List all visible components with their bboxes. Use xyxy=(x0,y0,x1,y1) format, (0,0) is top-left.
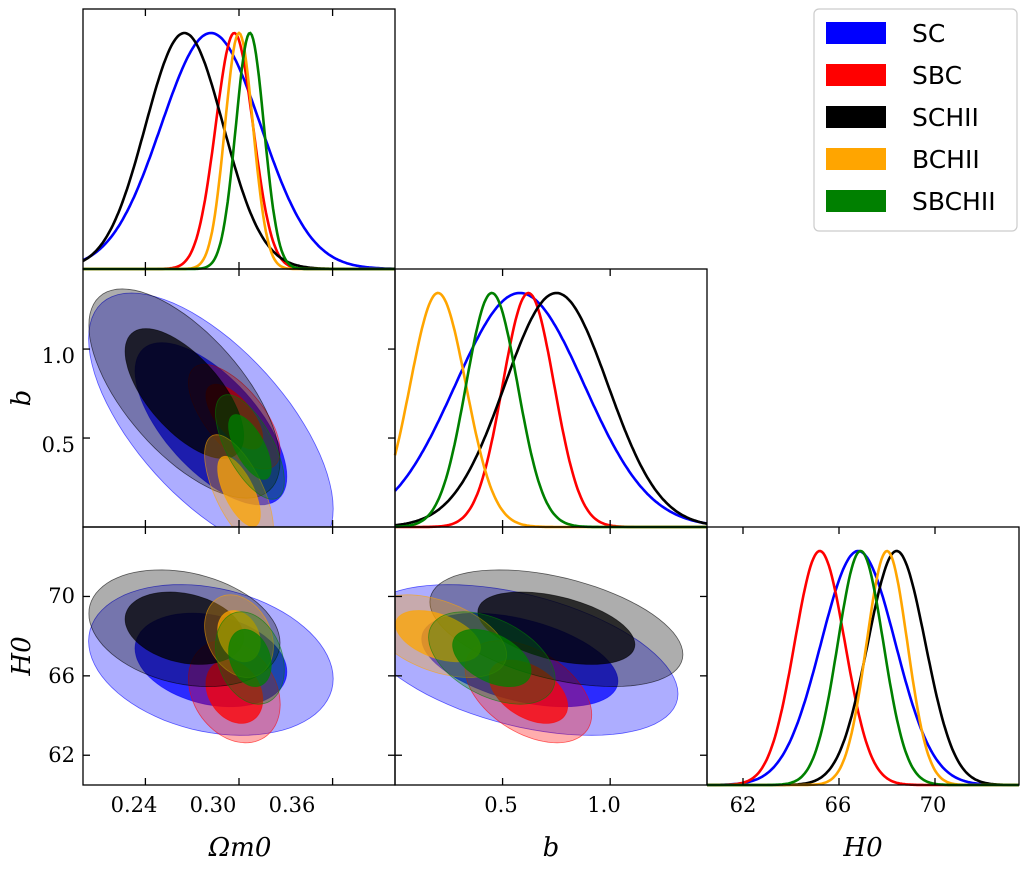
tick-label-h0-y-62: 62 xyxy=(48,743,75,767)
posterior-b-schii xyxy=(394,291,708,527)
contour-68-omega-b-schii xyxy=(124,328,245,459)
tick-label-b-1.0: 1.0 xyxy=(587,793,620,817)
legend-label-sc: SC xyxy=(912,19,945,48)
tick-label-h0-70: 70 xyxy=(920,793,947,817)
legend-swatch-schii xyxy=(826,106,886,128)
tick-label-omega-0.36: 0.36 xyxy=(269,793,316,817)
legend-label-sbchii: SBCHII xyxy=(912,187,996,216)
x-axis-label-b: b xyxy=(543,833,560,863)
legend: SC SBC SCHII BCHII SBCHII xyxy=(813,8,1018,232)
contour-68-b-h0-sbchii xyxy=(452,628,532,687)
contours-omega-h0 xyxy=(88,569,334,744)
contour-68-omega-b-bchii xyxy=(217,455,261,527)
x-axis-label-omega: Ωm0 xyxy=(208,833,272,863)
contours-b-h0 xyxy=(395,569,684,744)
legend-label-schii: SCHII xyxy=(912,103,979,132)
tick-label-h0-62: 62 xyxy=(730,793,757,817)
panel-omega-1d xyxy=(82,8,396,270)
legend-swatch-sc xyxy=(826,22,886,44)
posterior-b-sc xyxy=(394,291,708,525)
tick-label-h0-y-66: 66 xyxy=(48,664,75,688)
contour-68-omega-b-sbchii xyxy=(228,414,272,480)
tick-label-h0-66: 66 xyxy=(825,793,852,817)
y-axis-label-b: b xyxy=(7,390,37,407)
tick-label-b-y-0.5: 0.5 xyxy=(42,433,75,457)
contour-68-omega-h0-schii xyxy=(124,591,245,665)
tick-label-omega-0.30: 0.30 xyxy=(190,793,237,817)
tick-label-omega-0.24: 0.24 xyxy=(111,793,158,817)
contours-omega-b xyxy=(88,288,334,527)
panel-h0-1d xyxy=(706,526,1020,786)
legend-swatch-bchii xyxy=(826,148,886,170)
contour-layer xyxy=(88,288,684,744)
x-axis-label-h0: H0 xyxy=(842,833,882,863)
legend-swatch-sbc xyxy=(826,64,886,86)
tick-label-b-0.5: 0.5 xyxy=(484,793,517,817)
legend-label-sbc: SBC xyxy=(912,61,962,90)
posterior-b-sbchii xyxy=(394,291,707,529)
tick-label-b-y-1.0: 1.0 xyxy=(42,344,75,368)
contour-68-omega-h0-sbchii xyxy=(228,628,272,687)
posterior-omega-sc xyxy=(82,31,395,270)
tick-label-h0-y-70: 70 xyxy=(48,584,75,608)
tick-marks xyxy=(83,9,936,785)
posterior-h0-bchii xyxy=(707,549,1019,787)
y-axis-label-h0: H0 xyxy=(7,636,37,676)
legend-label-bchii: BCHII xyxy=(912,145,980,174)
legend-swatch-sbchii xyxy=(826,190,886,212)
